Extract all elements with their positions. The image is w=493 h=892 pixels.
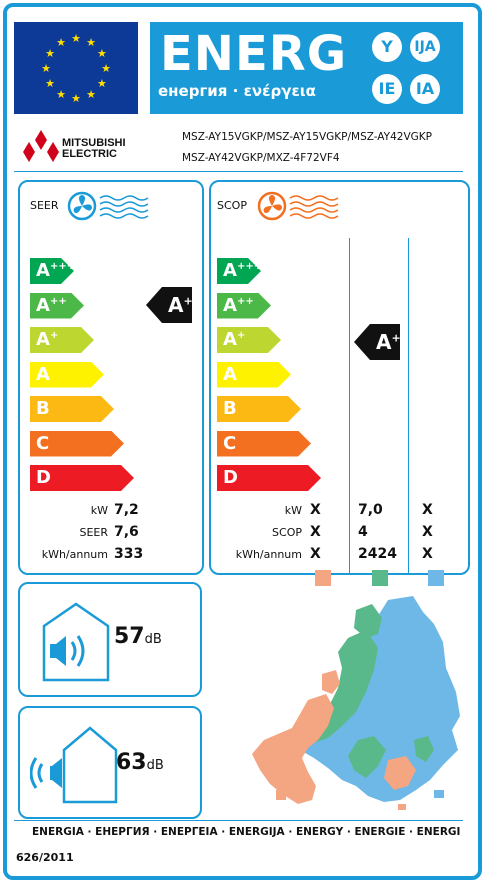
seer-class-bar-label: B [36,398,50,419]
lang-suffix-ia: IA [410,74,440,104]
seer-metric-label: SEER [79,526,108,539]
eu-star-icon: ★ [45,47,55,60]
eu-flag: ★ ★ ★ ★ ★ ★ ★ ★ ★ ★ ★ ★ [14,22,138,114]
scop-metric-value: 2424 [358,546,397,562]
seer-class-bar-label: D [36,467,51,488]
scop-metric-value: 4 [358,524,368,540]
eu-star-icon: ★ [97,77,107,90]
lang-suffix-y: Y [372,32,402,62]
energy-banner: ENERG енергия · ενέργεια Y IJA IE IA [150,22,463,114]
label-header: ★ ★ ★ ★ ★ ★ ★ ★ ★ ★ ★ ★ ENERG енергия · ενέργεια Y … [14,22,463,114]
brand-name: MITSUBISHI ELECTRIC [62,138,126,160]
heating-fan-icon [257,191,339,221]
seer-title: SEER [30,199,59,212]
scop-class-bar: A++ [217,293,271,319]
seer-metric-value: 7,6 [114,524,139,540]
zone-divider-2 [408,238,409,574]
mitsubishi-logo-icon [23,130,59,162]
seer-class-bar: A [30,362,104,388]
europe-climate-map [252,596,460,810]
scop-metric-value: X [422,524,433,540]
outdoor-noise-unit: dB [146,758,164,773]
seer-metric-label: kW [90,504,108,517]
zone-average-swatch [372,570,388,586]
footer-languages: ENERGIA · ЕНЕРГИЯ · ΕΝΕΡΓΕΙΑ · ENERGIJA … [32,826,461,838]
eu-star-icon: ★ [101,62,111,75]
outdoor-noise-value: 63dB [116,750,164,775]
seer-class-bar: B [30,396,114,422]
scop-class-bar: B [217,396,301,422]
seer-class-sup: ++ [183,294,192,307]
scop-class-sup: + [391,331,401,345]
regulation-number: 626/2011 [16,851,74,864]
lang-suffix-ija: IJA [410,32,440,62]
indoor-noise-unit: dB [144,632,162,647]
seer-class-bar-label: A [36,363,50,385]
model-line-1: MSZ-AY15VGKP/MSZ-AY15VGKP/MSZ-AY42VGKP [182,131,432,143]
eu-star-icon: ★ [71,32,81,45]
eu-star-icon: ★ [45,77,55,90]
seer-metric-label: kWh/annum [41,548,108,561]
seer-class-bar: A++ [30,293,84,319]
outdoor-noise-number: 63 [116,750,147,775]
scop-metric-value: X [310,524,321,540]
scop-class-bar-label: C [223,432,237,454]
scop-metric-value: X [422,502,433,518]
eu-star-icon: ★ [56,88,66,101]
indoor-unit-speaker-icon [42,602,110,682]
separator-bottom [14,820,463,821]
scop-class-bar-label: A++ [223,294,254,316]
eu-star-icon: ★ [56,36,66,49]
scop-metric-value: X [310,502,321,518]
separator-top [14,171,463,172]
eu-star-icon: ★ [97,47,107,60]
seer-class-bar-label: A+++ [36,260,76,281]
energy-word: ENERG [160,26,348,82]
scop-class-bar-label: D [223,467,238,488]
seer-class-bar-label: A++ [36,294,67,316]
eu-star-icon: ★ [86,36,96,49]
zone-warm-swatch [315,570,331,586]
eu-star-icon: ★ [71,92,81,105]
seer-class-bar: D [30,465,134,491]
outdoor-unit-speaker-icon [30,726,118,804]
seer-class-bar: A+ [30,327,94,353]
scop-class-bar: A+ [217,327,281,353]
scop-class-bar-label: A [223,363,237,385]
eu-stars-icon: ★ ★★★★★★★★★★★ [41,32,111,105]
indoor-noise-value: 57dB [114,624,162,649]
seer-class-bar-label: A+ [36,329,59,350]
indoor-noise-number: 57 [114,624,145,649]
scop-metric-label: SCOP [272,526,302,539]
seer-class-bar: C [30,431,124,457]
seer-class-base: A [168,293,184,317]
eu-star-icon: ★ [41,62,51,75]
eu-star-icon: ★ [86,88,96,101]
scop-class-bar-label: A+++ [223,260,263,281]
seer-metric-value: 333 [114,546,144,562]
scop-metric-value: X [422,546,433,562]
seer-metric-value: 7,2 [114,502,139,518]
scop-class-bar-label: A+ [223,329,246,350]
model-line-2: MSZ-AY42VGKP/MXZ-4F72VF4 [182,152,340,164]
scop-metric-value: X [310,546,321,562]
scop-metric-label: kWh/annum [235,548,302,561]
brand-name-line1: MITSUBISHI [62,137,126,149]
scop-class-bar-label: B [223,398,237,419]
lang-suffix-ie: IE [372,74,402,104]
scop-class-bar: A [217,362,291,388]
scop-class-bar: C [217,431,311,457]
cooling-fan-icon [67,191,149,221]
seer-class-bar-label: C [36,432,50,454]
brand-name-line2: ELECTRIC [62,148,117,160]
energy-subtitle: енергия · ενέργεια [158,82,316,100]
scop-class-bar: D [217,465,321,491]
scop-metric-label: kW [284,504,302,517]
scop-title: SCOP [217,199,247,212]
scop-metric-value: 7,0 [358,502,383,518]
zone-cold-swatch [428,570,444,586]
zone-divider-1 [349,238,350,574]
scop-class-base: A [376,330,392,354]
